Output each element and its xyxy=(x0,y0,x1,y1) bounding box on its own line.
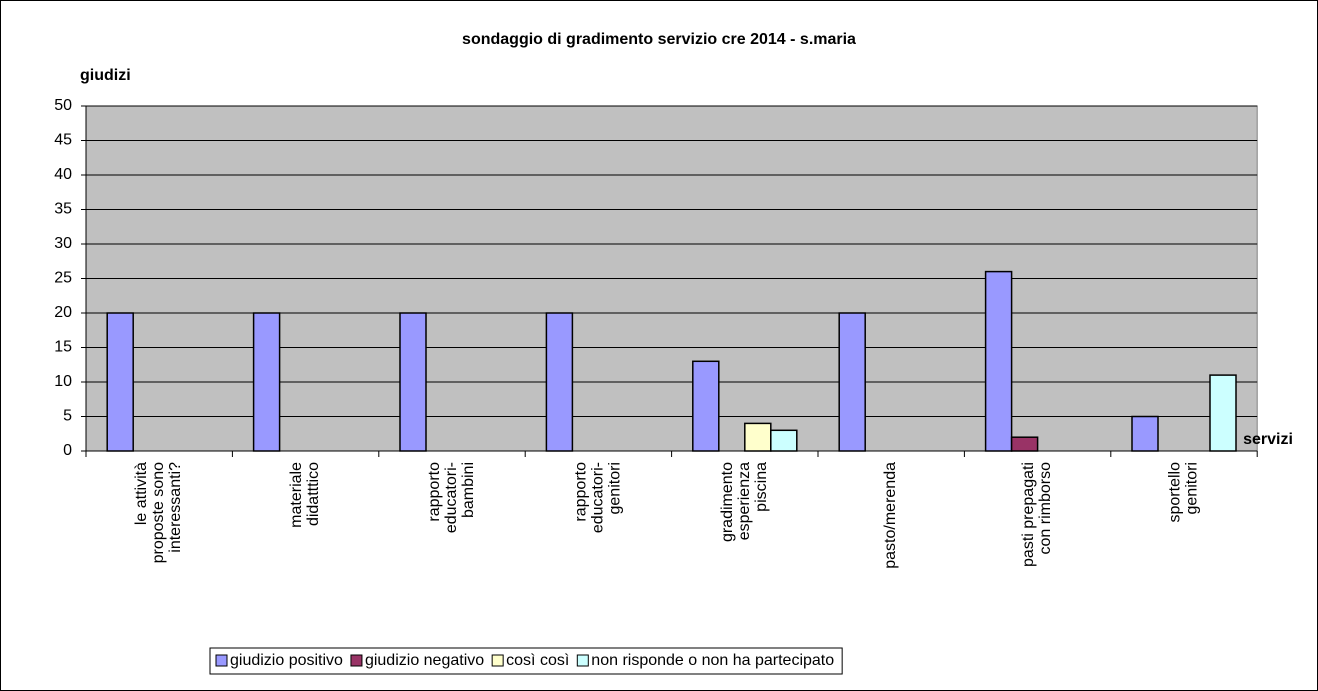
legend-box xyxy=(209,647,843,675)
bar xyxy=(984,270,1013,452)
legend-swatch xyxy=(215,654,228,667)
legend-label: giudizio positivo xyxy=(230,652,343,669)
bar xyxy=(744,422,772,452)
bar xyxy=(106,312,134,452)
x-tick-label: pasti prepagaticon rimborso xyxy=(1020,462,1054,567)
y-tick-label: 45 xyxy=(54,132,72,149)
legend-swatch xyxy=(491,654,504,667)
bar xyxy=(252,312,281,452)
bar xyxy=(1010,436,1039,452)
x-tick-label: gradimentoesperienzapiscina xyxy=(719,462,770,542)
x-tick-label: rapportoeducatori-bambini xyxy=(426,462,477,533)
y-tick-label: 15 xyxy=(54,339,72,356)
y-tick-label: 0 xyxy=(63,442,72,459)
x-tick-label: sportellogenitori xyxy=(1167,462,1201,523)
x-tick-label: le attivitàproposte sonointeressanti? xyxy=(133,462,184,564)
bar xyxy=(399,312,427,452)
y-tick-label: 40 xyxy=(54,166,72,183)
bar xyxy=(1131,415,1159,452)
bar xyxy=(692,360,720,452)
bar xyxy=(545,312,574,452)
legend-label: giudizio negativo xyxy=(365,652,484,669)
x-tick-label: rapportoeducatori-genitori xyxy=(573,462,624,533)
y-tick-label: 25 xyxy=(54,270,72,287)
y-tick-label: 30 xyxy=(54,235,72,252)
bar xyxy=(770,429,798,452)
legend-swatch xyxy=(576,654,589,667)
y-tick-label: 5 xyxy=(63,408,72,425)
bar xyxy=(838,312,866,452)
y-tick-label: 50 xyxy=(54,97,72,114)
legend-label: così così xyxy=(506,652,569,669)
y-axis-label: giudizi xyxy=(80,67,131,84)
x-tick-label: materialedidatttico xyxy=(288,462,322,528)
x-axis-label: servizi xyxy=(1243,431,1293,448)
chart-title: sondaggio di gradimento servizio cre 201… xyxy=(462,31,856,48)
bar xyxy=(1209,374,1237,452)
x-tick-label: pasto/merenda xyxy=(882,462,899,569)
y-tick-label: 20 xyxy=(54,304,72,321)
legend-swatch xyxy=(350,654,363,667)
legend-label: non risponde o non ha partecipato xyxy=(591,652,834,669)
y-tick-label: 35 xyxy=(54,201,72,218)
y-tick-label: 10 xyxy=(54,373,72,390)
